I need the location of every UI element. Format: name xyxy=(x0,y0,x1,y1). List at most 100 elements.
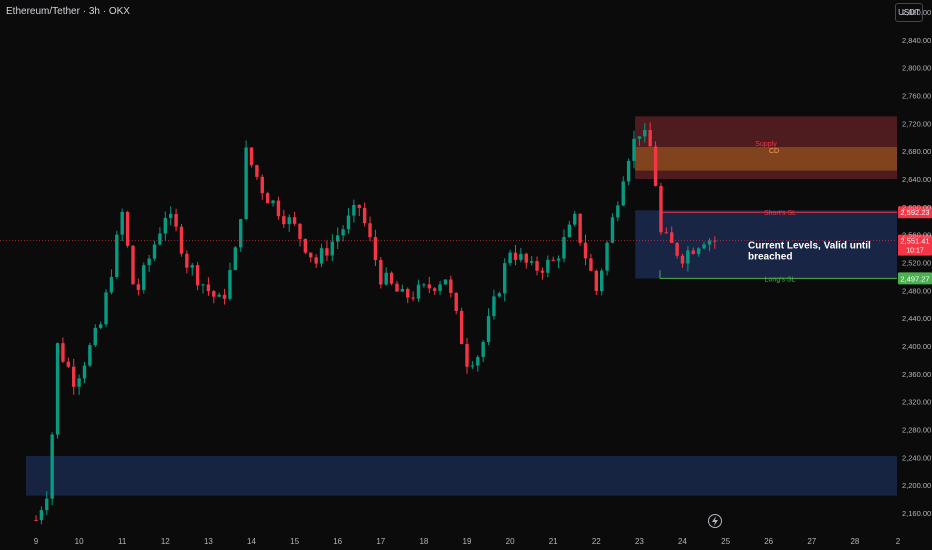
candle-body xyxy=(529,261,534,263)
y-tick-label: 2,440.00 xyxy=(902,314,931,323)
candle-body xyxy=(147,258,151,266)
x-tick-label: 25 xyxy=(721,537,730,546)
candle-body xyxy=(77,378,81,387)
candle-body xyxy=(696,248,701,254)
y-tick-label: 2,600.00 xyxy=(902,203,931,212)
candle-body xyxy=(190,265,194,268)
candle-body xyxy=(276,200,281,217)
candle-body xyxy=(713,240,717,242)
candle-body xyxy=(142,265,146,290)
candle-body xyxy=(282,216,286,225)
candle-body xyxy=(670,232,674,243)
candle-body xyxy=(309,252,313,258)
short_sl-label: Short's SL xyxy=(764,210,796,217)
x-tick-label: 17 xyxy=(376,537,385,546)
candle-body xyxy=(481,341,485,357)
long_sl-price-tag xyxy=(898,272,932,285)
currency-unit-button[interactable]: USDT xyxy=(895,3,923,22)
y-tick-label: 2,560.00 xyxy=(902,231,931,240)
candle-body xyxy=(201,284,205,286)
candle-body xyxy=(691,250,695,254)
candle-body xyxy=(233,247,238,271)
candle-body xyxy=(454,292,458,311)
candle-body xyxy=(72,366,76,387)
candle-body xyxy=(395,283,399,292)
candle-body xyxy=(346,215,351,230)
candle-body xyxy=(432,288,437,291)
candle-body xyxy=(217,294,221,297)
x-tick-label: 28 xyxy=(850,537,859,546)
last-price-label: 2,551.41 xyxy=(900,237,929,246)
candle-body xyxy=(497,293,502,297)
candle-body xyxy=(540,270,545,273)
candle-body xyxy=(643,130,647,137)
y-tick-label: 2,520.00 xyxy=(902,259,931,268)
candle-body xyxy=(449,279,453,293)
bottom-demand-zone xyxy=(26,455,897,496)
candle-body xyxy=(524,253,528,263)
candle-body xyxy=(659,185,663,233)
x-tick-label: 15 xyxy=(290,537,299,546)
x-tick-label: 22 xyxy=(592,537,601,546)
y-tick-label: 2,640.00 xyxy=(902,175,931,184)
candle-body xyxy=(675,242,679,256)
candle-body xyxy=(206,284,211,292)
candle-body xyxy=(470,365,475,367)
candle-body xyxy=(352,204,356,216)
candle-body xyxy=(664,232,669,234)
candle-body xyxy=(34,519,38,521)
candle-body xyxy=(406,288,410,298)
lightning-icon[interactable] xyxy=(708,514,722,528)
candle-body xyxy=(519,253,523,260)
candle-body xyxy=(287,217,291,225)
x-tick-label: 9 xyxy=(34,537,39,546)
candle-body xyxy=(298,223,302,239)
candle-body xyxy=(174,214,178,227)
candle-body xyxy=(632,138,636,161)
candle-body xyxy=(373,237,378,261)
x-tick-label: 24 xyxy=(678,537,687,546)
candle-body xyxy=(438,284,442,291)
candle-body xyxy=(416,284,421,299)
candle-body xyxy=(465,344,469,367)
candle-body xyxy=(610,217,615,243)
candle-body xyxy=(152,244,157,259)
candle-body xyxy=(562,237,566,259)
current-levels-zone xyxy=(635,210,897,279)
y-tick-label: 2,360.00 xyxy=(902,370,931,379)
candle-body xyxy=(476,356,480,366)
candle-body xyxy=(303,238,308,253)
x-tick-label: 21 xyxy=(549,537,558,546)
candle-body xyxy=(513,252,518,260)
y-tick-label: 2,400.00 xyxy=(902,342,931,351)
y-tick-label: 2,760.00 xyxy=(902,92,931,101)
candle-body xyxy=(314,257,318,264)
candle-body xyxy=(362,207,367,224)
candle-body xyxy=(319,248,324,264)
candle-body xyxy=(255,165,259,177)
candle-body xyxy=(379,260,383,285)
x-tick-label: 23 xyxy=(635,537,644,546)
candle-body xyxy=(82,365,87,379)
candle-body xyxy=(104,292,108,325)
candle-body xyxy=(508,252,512,264)
candle-body xyxy=(616,205,620,218)
candle-body xyxy=(88,345,92,366)
y-tick-label: 2,320.00 xyxy=(902,398,931,407)
chart-title: Ethereum/Tether · 3h · OKX xyxy=(6,6,130,17)
x-tick-label: 10 xyxy=(75,537,84,546)
short_sl-price-label: 2,592.23 xyxy=(900,208,929,217)
y-tick-label: 2,720.00 xyxy=(902,119,931,128)
candle-body xyxy=(163,217,167,234)
candle-body xyxy=(195,265,200,286)
candle-body xyxy=(158,233,162,245)
candle-body xyxy=(131,245,135,285)
x-tick-label: 20 xyxy=(506,537,515,546)
candle-body xyxy=(637,136,642,139)
candle-body xyxy=(260,176,264,194)
candle-body xyxy=(492,296,496,317)
candle-body xyxy=(680,255,685,264)
candle-body xyxy=(115,234,119,278)
long_sl-label: Long's SL xyxy=(765,276,796,283)
